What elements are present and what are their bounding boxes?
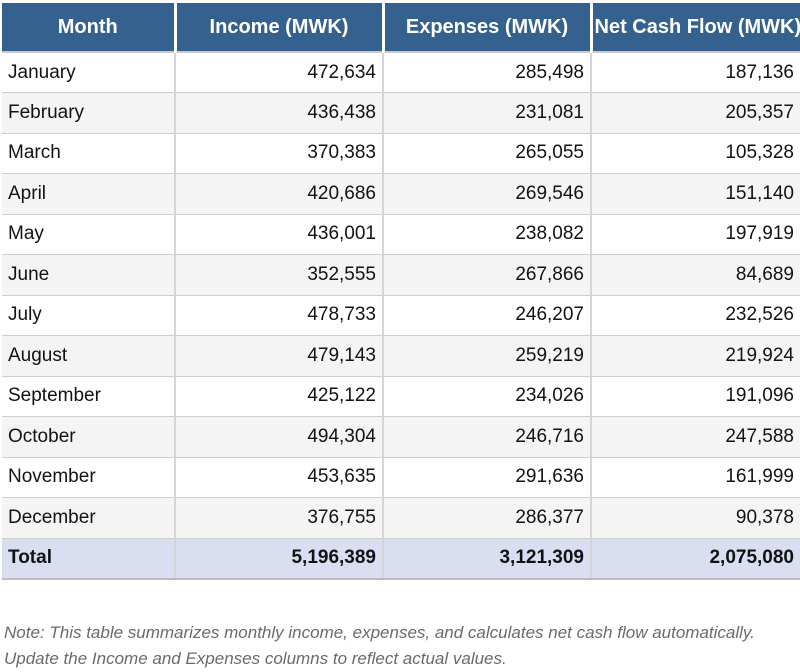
footnote-text: Note: This table summarizes monthly inco… [4,620,764,672]
column-header-income: Income (MWK) [175,3,383,52]
table-row-total: Total 5,196,389 3,121,309 2,075,080 [2,538,800,579]
month-cell[interactable]: April [2,174,175,215]
table-row-august: August 479,143 259,219 219,924 [2,336,800,377]
month-cell[interactable]: January [2,52,175,93]
header-row: Month Income (MWK) Expenses (MWK) Net Ca… [2,3,800,52]
expenses-cell[interactable]: 286,377 [383,498,591,539]
column-header-expenses: Expenses (MWK) [383,3,591,52]
income-cell[interactable]: 352,555 [175,255,383,296]
expenses-cell[interactable]: 269,546 [383,174,591,215]
month-cell[interactable]: October [2,417,175,458]
expenses-cell[interactable]: 259,219 [383,336,591,377]
net-cell[interactable]: 161,999 [591,457,800,498]
total-income-cell[interactable]: 5,196,389 [175,538,383,579]
income-cell[interactable]: 472,634 [175,52,383,93]
net-cell[interactable]: 232,526 [591,295,800,336]
month-cell[interactable]: November [2,457,175,498]
expenses-cell[interactable]: 246,716 [383,417,591,458]
table-row-june: June 352,555 267,866 84,689 [2,255,800,296]
income-cell[interactable]: 494,304 [175,417,383,458]
net-cell[interactable]: 105,328 [591,133,800,174]
table-row-november: November 453,635 291,636 161,999 [2,457,800,498]
net-cell[interactable]: 219,924 [591,336,800,377]
month-cell[interactable]: March [2,133,175,174]
net-cell[interactable]: 205,357 [591,93,800,134]
column-header-net-cash-flow: Net Cash Flow (MWK) [591,3,800,52]
expenses-cell[interactable]: 246,207 [383,295,591,336]
table-row-september: September 425,122 234,026 191,096 [2,376,800,417]
income-cell[interactable]: 479,143 [175,336,383,377]
expenses-cell[interactable]: 238,082 [383,214,591,255]
net-cell[interactable]: 247,588 [591,417,800,458]
net-cell[interactable]: 84,689 [591,255,800,296]
income-cell[interactable]: 420,686 [175,174,383,215]
table-row-july: July 478,733 246,207 232,526 [2,295,800,336]
expenses-cell[interactable]: 267,866 [383,255,591,296]
total-expenses-cell[interactable]: 3,121,309 [383,538,591,579]
month-cell[interactable]: June [2,255,175,296]
column-header-month: Month [2,3,175,52]
expenses-cell[interactable]: 231,081 [383,93,591,134]
month-cell[interactable]: February [2,93,175,134]
expenses-cell[interactable]: 291,636 [383,457,591,498]
cash-flow-table: Month Income (MWK) Expenses (MWK) Net Ca… [2,3,800,580]
month-cell[interactable]: May [2,214,175,255]
table-row-april: April 420,686 269,546 151,140 [2,174,800,215]
net-cell[interactable]: 90,378 [591,498,800,539]
month-cell[interactable]: August [2,336,175,377]
income-cell[interactable]: 376,755 [175,498,383,539]
table-row-may: May 436,001 238,082 197,919 [2,214,800,255]
month-cell[interactable]: July [2,295,175,336]
table-row-october: October 494,304 246,716 247,588 [2,417,800,458]
total-net-cell[interactable]: 2,075,080 [591,538,800,579]
income-cell[interactable]: 436,438 [175,93,383,134]
expenses-cell[interactable]: 234,026 [383,376,591,417]
table-row-december: December 376,755 286,377 90,378 [2,498,800,539]
income-cell[interactable]: 370,383 [175,133,383,174]
month-cell[interactable]: September [2,376,175,417]
cash-flow-table-container: Month Income (MWK) Expenses (MWK) Net Ca… [0,0,800,580]
net-cell[interactable]: 151,140 [591,174,800,215]
table-row-march: March 370,383 265,055 105,328 [2,133,800,174]
total-label-cell[interactable]: Total [2,538,175,579]
net-cell[interactable]: 187,136 [591,52,800,93]
table-row-january: January 472,634 285,498 187,136 [2,52,800,93]
table-row-february: February 436,438 231,081 205,357 [2,93,800,134]
income-cell[interactable]: 436,001 [175,214,383,255]
net-cell[interactable]: 191,096 [591,376,800,417]
income-cell[interactable]: 478,733 [175,295,383,336]
net-cell[interactable]: 197,919 [591,214,800,255]
income-cell[interactable]: 453,635 [175,457,383,498]
month-cell[interactable]: December [2,498,175,539]
expenses-cell[interactable]: 265,055 [383,133,591,174]
income-cell[interactable]: 425,122 [175,376,383,417]
expenses-cell[interactable]: 285,498 [383,52,591,93]
